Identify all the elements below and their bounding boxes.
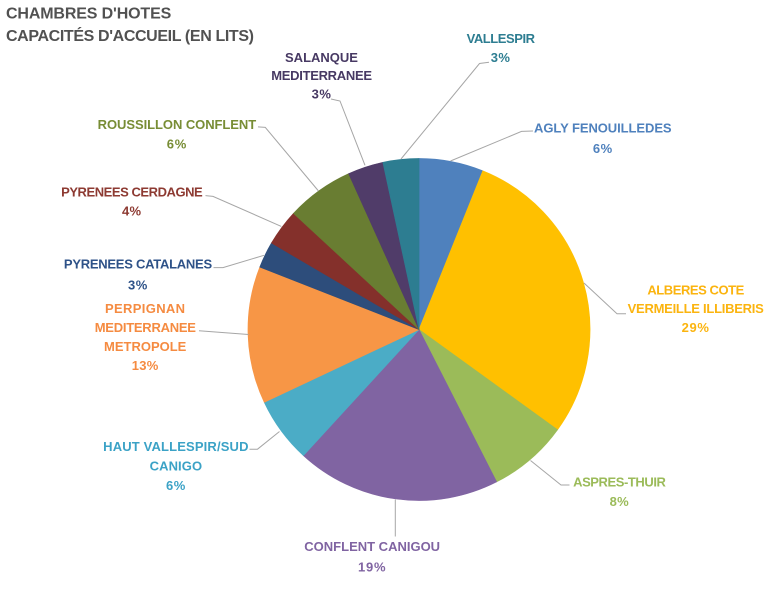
svg-text:6%: 6%: [166, 478, 186, 493]
svg-text:VERMEILLE ILLIBERIS: VERMEILLE ILLIBERIS: [628, 301, 764, 316]
svg-text:PYRENEES CATALANES: PYRENEES CATALANES: [64, 256, 213, 271]
svg-text:19%: 19%: [358, 560, 386, 575]
svg-text:MEDITERRANEE: MEDITERRANEE: [95, 320, 197, 335]
svg-text:SALANQUE: SALANQUE: [285, 50, 358, 65]
svg-text:6%: 6%: [167, 136, 187, 151]
svg-text:3%: 3%: [491, 50, 511, 65]
svg-text:29%: 29%: [682, 320, 710, 335]
svg-text:ALBERES COTE: ALBERES COTE: [647, 283, 744, 298]
svg-text:4%: 4%: [122, 204, 142, 219]
svg-text:CHAMBRES D'HOTES: CHAMBRES D'HOTES: [6, 6, 172, 23]
svg-text:AGLY FENOUILLEDES: AGLY FENOUILLEDES: [534, 120, 672, 135]
svg-text:ASPRES-THUIR: ASPRES-THUIR: [573, 475, 666, 490]
svg-text:8%: 8%: [610, 494, 630, 509]
svg-text:CONFLENT CANIGOU: CONFLENT CANIGOU: [304, 539, 440, 554]
svg-text:PYRENEES CERDAGNE: PYRENEES CERDAGNE: [61, 184, 203, 199]
svg-text:13%: 13%: [132, 358, 159, 373]
svg-text:CANIGO: CANIGO: [150, 459, 203, 474]
svg-text:6%: 6%: [593, 141, 613, 156]
svg-text:3%: 3%: [312, 87, 332, 102]
svg-text:PERPIGNAN: PERPIGNAN: [105, 301, 185, 316]
svg-text:HAUT VALLESPIR/SUD: HAUT VALLESPIR/SUD: [103, 439, 248, 454]
svg-text:ROUSSILLON CONFLENT: ROUSSILLON CONFLENT: [98, 117, 257, 132]
svg-text:3%: 3%: [128, 278, 148, 293]
svg-text:VALLESPIR: VALLESPIR: [467, 31, 536, 46]
svg-text:CAPACITÉS D'ACCUEIL (EN LITS): CAPACITÉS D'ACCUEIL (EN LITS): [6, 26, 254, 45]
svg-text:METROPOLE: METROPOLE: [104, 339, 187, 354]
svg-text:MEDITERRANEE: MEDITERRANEE: [271, 68, 372, 83]
